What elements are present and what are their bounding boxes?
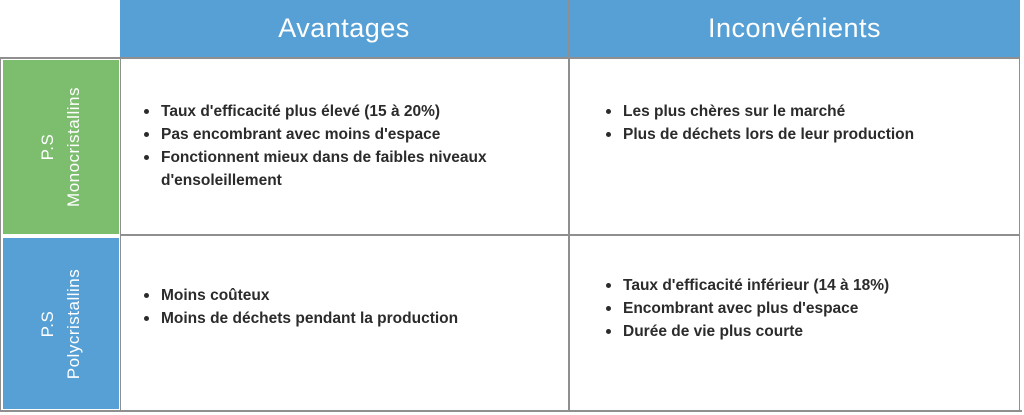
row-label-line1: P.S (38, 133, 57, 161)
header-cell-avantages: Avantages (120, 0, 568, 57)
row-label-text-polycristallins: P.S Polycristallins (35, 268, 87, 378)
list-monocristallins-avantages: Taux d'efficacité plus élevé (15 à 20%) P… (141, 100, 559, 192)
header-label-inconvenients: Inconvénients (707, 13, 882, 43)
bullet-item: Durée de vie plus courte (603, 320, 1009, 343)
row-label-line2: Monocristallins (64, 87, 83, 207)
table-border-right (1019, 0, 1020, 412)
bullet-item: Taux d'efficacité inférieur (14 à 18%) (603, 274, 1009, 297)
table-border-row-divider (120, 234, 1020, 236)
bullet-item: Plus de déchets lors de leur production (603, 123, 1009, 146)
bullet-item: Moins de déchets pendant la production (141, 307, 559, 330)
bullet-item: Taux d'efficacité plus élevé (15 à 20%) (141, 100, 559, 123)
header-label-avantages: Avantages (278, 13, 410, 43)
bullet-item: Les plus chères sur le marché (603, 100, 1009, 123)
cell-polycristallins-inconvenients: Taux d'efficacité inférieur (14 à 18%) En… (571, 236, 1019, 410)
bullet-item: Encombrant avec plus d'espace (603, 297, 1009, 320)
cell-monocristallins-avantages: Taux d'efficacité plus élevé (15 à 20%) P… (121, 59, 569, 234)
list-polycristallins-inconvenients: Taux d'efficacité inférieur (14 à 18%) En… (603, 274, 1009, 343)
bullet-item: Moins coûteux (141, 284, 559, 307)
row-label-text-monocristallins: P.S Monocristallins (35, 87, 87, 207)
table-border-top-of-rows (0, 57, 1020, 59)
table-border-column-divider (568, 0, 570, 412)
table-border-label-divider (120, 57, 121, 412)
table-border-left (0, 57, 1, 412)
cell-monocristallins-inconvenients: Les plus chères sur le marché Plus de déc… (571, 59, 1019, 234)
row-label-line1: P.S (37, 310, 57, 337)
table-border-bottom (0, 410, 1022, 412)
list-polycristallins-avantages: Moins coûteux Moins de déchets pendant la… (141, 284, 559, 330)
cell-polycristallins-avantages: Moins coûteux Moins de déchets pendant la… (121, 236, 569, 410)
row-label-polycristallins: P.S Polycristallins (3, 238, 119, 409)
row-label-monocristallins: P.S Monocristallins (3, 60, 119, 234)
bullet-item: Fonctionnent mieux dans de faibles nivea… (141, 146, 559, 192)
bullet-item: Pas encombrant avec moins d'espace (141, 123, 559, 146)
row-label-line2: Polycristallins (63, 268, 83, 379)
header-cell-inconvenients: Inconvénients (570, 0, 1019, 57)
list-monocristallins-inconvenients: Les plus chères sur le marché Plus de déc… (603, 100, 1009, 146)
